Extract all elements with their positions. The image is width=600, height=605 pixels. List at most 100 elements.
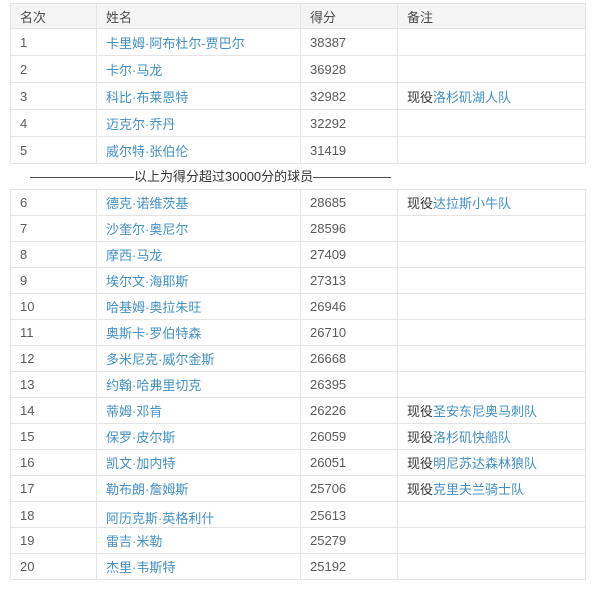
player-name-link[interactable]: 摩西·马龙 — [106, 248, 163, 263]
table-row: 5 威尔特·张伯伦 31419 — [10, 136, 586, 164]
player-name-link[interactable]: 约翰·哈弗里切克 — [106, 378, 202, 393]
name-cell: 保罗·皮尔斯 — [96, 423, 301, 450]
rank-cell: 4 — [10, 109, 97, 137]
remark-cell — [397, 136, 586, 164]
table-row: 2 卡尔·马龙 36928 — [10, 55, 586, 83]
remark-cell — [397, 215, 586, 242]
table-row: 11 奥斯卡·罗伯特森 26710 — [10, 319, 586, 346]
table-header-row: 名次 姓名 得分 备注 — [10, 3, 586, 29]
team-link[interactable]: 克里夫兰骑士队 — [433, 482, 525, 497]
table-row: 4 迈克尔·乔丹 32292 — [10, 109, 586, 137]
team-link[interactable]: 洛杉矶湖人队 — [433, 89, 512, 105]
table-row: 1 卡里姆·阿布杜尔-贾巴尔 38387 — [10, 28, 586, 56]
player-name-link[interactable]: 沙奎尔·奥尼尔 — [106, 222, 189, 237]
rank-cell: 5 — [10, 136, 97, 164]
player-name-link[interactable]: 勒布朗·詹姆斯 — [106, 482, 189, 497]
table-row: 16 凯文·加内特 26051 现役明尼苏达森林狼队 — [10, 449, 586, 476]
name-cell: 勒布朗·詹姆斯 — [96, 475, 301, 502]
player-name-link[interactable]: 埃尔文·海耶斯 — [106, 274, 189, 289]
remark-cell — [397, 241, 586, 268]
separator-note: ————————以上为得分超过30000分的球员—————— — [30, 169, 392, 184]
rank-cell: 18 — [10, 501, 97, 528]
table-row: 9 埃尔文·海耶斯 27313 — [10, 267, 586, 294]
score-cell: 38387 — [300, 28, 398, 56]
rank-cell: 14 — [10, 397, 97, 424]
player-name-link[interactable]: 蒂姆·邓肯 — [106, 404, 163, 419]
name-cell: 约翰·哈弗里切克 — [96, 371, 301, 398]
score-cell: 25192 — [300, 553, 398, 580]
team-link[interactable]: 圣安东尼奥马刺队 — [433, 404, 538, 419]
table-row: 17 勒布朗·詹姆斯 25706 现役克里夫兰骑士队 — [10, 475, 586, 502]
rank-cell: 13 — [10, 371, 97, 398]
score-cell: 25706 — [300, 475, 398, 502]
team-link[interactable]: 达拉斯小牛队 — [433, 196, 512, 211]
score-cell: 36928 — [300, 55, 398, 83]
score-cell: 28685 — [300, 189, 398, 216]
remark-prefix-label: 现役 — [407, 404, 434, 419]
remark-cell — [397, 345, 586, 372]
name-cell: 德克·诺维茨基 — [96, 189, 301, 216]
remark-cell — [397, 501, 586, 528]
name-cell: 奥斯卡·罗伯特森 — [96, 319, 301, 346]
name-cell: 迈克尔·乔丹 — [96, 109, 301, 137]
remark-cell — [397, 55, 586, 83]
score-cell: 25613 — [300, 501, 398, 528]
rank-cell: 3 — [10, 82, 97, 110]
player-name-link[interactable]: 雷吉·米勒 — [106, 534, 163, 549]
rank-cell: 12 — [10, 345, 97, 372]
column-header-remark: 备注 — [397, 3, 586, 29]
name-cell: 阿历克斯·英格利什 — [96, 501, 301, 528]
table-row: 13 约翰·哈弗里切克 26395 — [10, 371, 586, 398]
score-cell: 32292 — [300, 109, 398, 137]
table-row: 18 阿历克斯·英格利什 25613 — [10, 501, 586, 528]
player-name-link[interactable]: 哈基姆·奥拉朱旺 — [106, 300, 202, 315]
score-cell: 26395 — [300, 371, 398, 398]
name-cell: 杰里·韦斯特 — [96, 553, 301, 580]
column-header-score: 得分 — [300, 3, 398, 29]
player-name-link[interactable]: 凯文·加内特 — [106, 456, 176, 471]
name-cell: 卡里姆·阿布杜尔-贾巴尔 — [96, 28, 301, 56]
remark-prefix-label: 现役 — [407, 89, 434, 105]
remark-prefix-label: 现役 — [407, 456, 434, 471]
table-row: 14 蒂姆·邓肯 26226 现役圣安东尼奥马刺队 — [10, 397, 586, 424]
player-name-link[interactable]: 科比·布莱恩特 — [106, 89, 189, 105]
name-cell: 雷吉·米勒 — [96, 527, 301, 554]
name-cell: 蒂姆·邓肯 — [96, 397, 301, 424]
remark-prefix-label: 现役 — [407, 430, 434, 445]
player-name-link[interactable]: 卡里姆·阿布杜尔-贾巴尔 — [106, 35, 245, 51]
name-cell: 科比·布莱恩特 — [96, 82, 301, 110]
rank-cell: 9 — [10, 267, 97, 294]
remark-cell — [397, 527, 586, 554]
top-scorers-table: 名次 姓名 得分 备注 1 卡里姆·阿布杜尔-贾巴尔 38387 2 卡尔·马龙 36928 3 科… — [10, 3, 586, 164]
table-row: 19 雷吉·米勒 25279 — [10, 527, 586, 554]
score-cell: 28596 — [300, 215, 398, 242]
team-link[interactable]: 洛杉矶快船队 — [433, 430, 512, 445]
page-content: 名次 姓名 得分 备注 1 卡里姆·阿布杜尔-贾巴尔 38387 2 卡尔·马龙 36928 3 科… — [10, 3, 586, 580]
rank-cell: 6 — [10, 189, 97, 216]
player-name-link[interactable]: 多米尼克·威尔金斯 — [106, 352, 215, 367]
player-name-link[interactable]: 奥斯卡·罗伯特森 — [106, 326, 202, 341]
table-row: 8 摩西·马龙 27409 — [10, 241, 586, 268]
name-cell: 哈基姆·奥拉朱旺 — [96, 293, 301, 320]
name-cell: 埃尔文·海耶斯 — [96, 267, 301, 294]
player-name-link[interactable]: 阿历克斯·英格利什 — [106, 511, 215, 526]
remark-cell — [397, 267, 586, 294]
table-row: 12 多米尼克·威尔金斯 26668 — [10, 345, 586, 372]
score-cell: 25279 — [300, 527, 398, 554]
name-cell: 沙奎尔·奥尼尔 — [96, 215, 301, 242]
player-name-link[interactable]: 杰里·韦斯特 — [106, 560, 176, 575]
score-cell: 27409 — [300, 241, 398, 268]
player-name-link[interactable]: 迈克尔·乔丹 — [106, 116, 176, 132]
table-row: 6 德克·诺维茨基 28685 现役达拉斯小牛队 — [10, 189, 586, 216]
team-link[interactable]: 明尼苏达森林狼队 — [433, 456, 538, 471]
remark-cell — [397, 109, 586, 137]
player-name-link[interactable]: 保罗·皮尔斯 — [106, 430, 176, 445]
rank-cell: 17 — [10, 475, 97, 502]
player-name-link[interactable]: 威尔特·张伯伦 — [106, 143, 189, 159]
score-cell: 26051 — [300, 449, 398, 476]
remark-cell — [397, 553, 586, 580]
player-name-link[interactable]: 德克·诺维茨基 — [106, 196, 189, 211]
player-name-link[interactable]: 卡尔·马龙 — [106, 62, 163, 78]
rank-cell: 16 — [10, 449, 97, 476]
remark-cell — [397, 28, 586, 56]
